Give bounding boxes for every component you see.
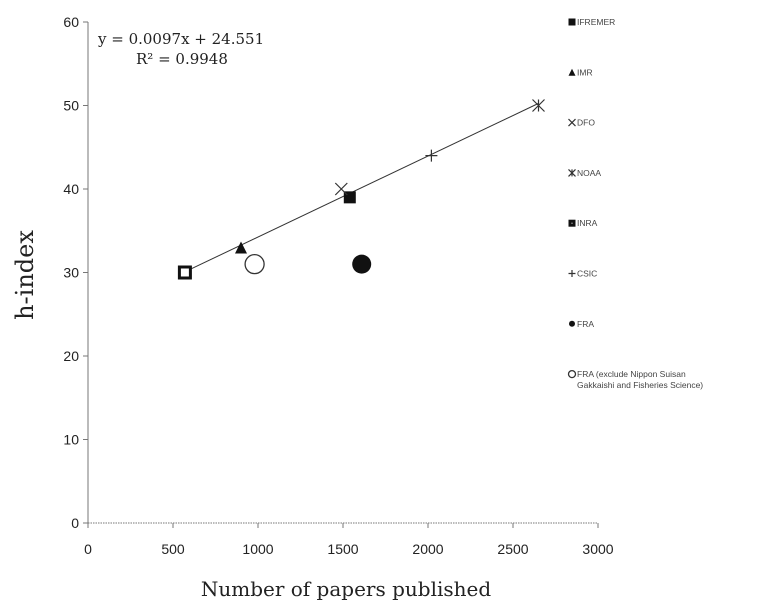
x-axis: 0 500 1000 1500 2000 2500 3000 [84, 522, 614, 557]
data-point [244, 253, 265, 275]
data-point [334, 182, 348, 196]
data-point [352, 254, 372, 274]
legend-item: IFREMER [568, 17, 615, 27]
legend-marker [568, 18, 576, 26]
y-tick-label: 50 [63, 98, 79, 114]
legend-marker [568, 118, 576, 127]
legend-item: FRA (exclude Nippon Suisan Gakkaishi and … [567, 369, 703, 390]
trendline-r-squared: R² = 0.9948 [136, 50, 228, 68]
data-point [532, 99, 545, 112]
legend-label: IFREMER [577, 17, 615, 27]
trendline-equation: y = 0.0097x + 24.551 [97, 30, 264, 48]
legend-marker [569, 320, 575, 327]
y-tick-label: 20 [63, 348, 79, 364]
legend-marker [567, 369, 577, 379]
legend-item: NOAA [568, 168, 601, 178]
legend-item: IMR [568, 67, 593, 77]
legend-label: NOAA [577, 168, 601, 178]
legend-item: FRA [569, 319, 594, 329]
y-tick-label: 30 [63, 265, 79, 281]
data-point [177, 265, 192, 280]
x-tick-label: 2000 [412, 541, 443, 557]
trendline-line [184, 102, 539, 273]
legend-label: DFO [577, 118, 595, 128]
legend-label: CSIC [577, 269, 597, 279]
legend-label: IMR [577, 67, 593, 77]
legend-label: FRA [577, 319, 594, 329]
legend-label: INRA [577, 218, 598, 228]
trendline [184, 102, 539, 273]
data-point [425, 149, 438, 162]
x-tick-label: 0 [84, 541, 92, 557]
y-tick-label: 10 [63, 432, 79, 448]
data-point [235, 241, 247, 254]
legend-marker [568, 270, 576, 277]
legend-marker [568, 219, 576, 227]
legend-marker [568, 68, 576, 76]
x-axis-title: Number of papers published [201, 577, 492, 601]
legend-item: CSIC [568, 269, 597, 279]
y-axis-title: h-index [11, 230, 39, 320]
legend-item: INRA [568, 218, 598, 228]
x-tick-label: 3000 [582, 541, 613, 557]
y-tick-label: 40 [63, 181, 79, 197]
legend-marker [568, 168, 576, 177]
y-axis: 0 10 20 30 40 50 60 [63, 14, 89, 531]
x-tick-label: 500 [161, 541, 185, 557]
legend-item: DFO [568, 118, 595, 128]
legend-label: FRA (exclude Nippon Suisan Gakkaishi and … [577, 369, 703, 390]
legend-label-line: Gakkaishi and Fisheries Science) [577, 380, 703, 390]
y-tick-label: 60 [63, 14, 79, 30]
legend: IFREMER IMR DFO NOAA INRA CSIC FRA FRA (exclude… [567, 17, 703, 390]
x-tick-label: 1000 [242, 541, 273, 557]
x-tick-label: 1500 [327, 541, 358, 557]
data-points [177, 99, 545, 280]
y-tick-label: 0 [71, 515, 79, 531]
x-tick-label: 2500 [497, 541, 528, 557]
legend-label-line: FRA (exclude Nippon Suisan [577, 369, 686, 379]
